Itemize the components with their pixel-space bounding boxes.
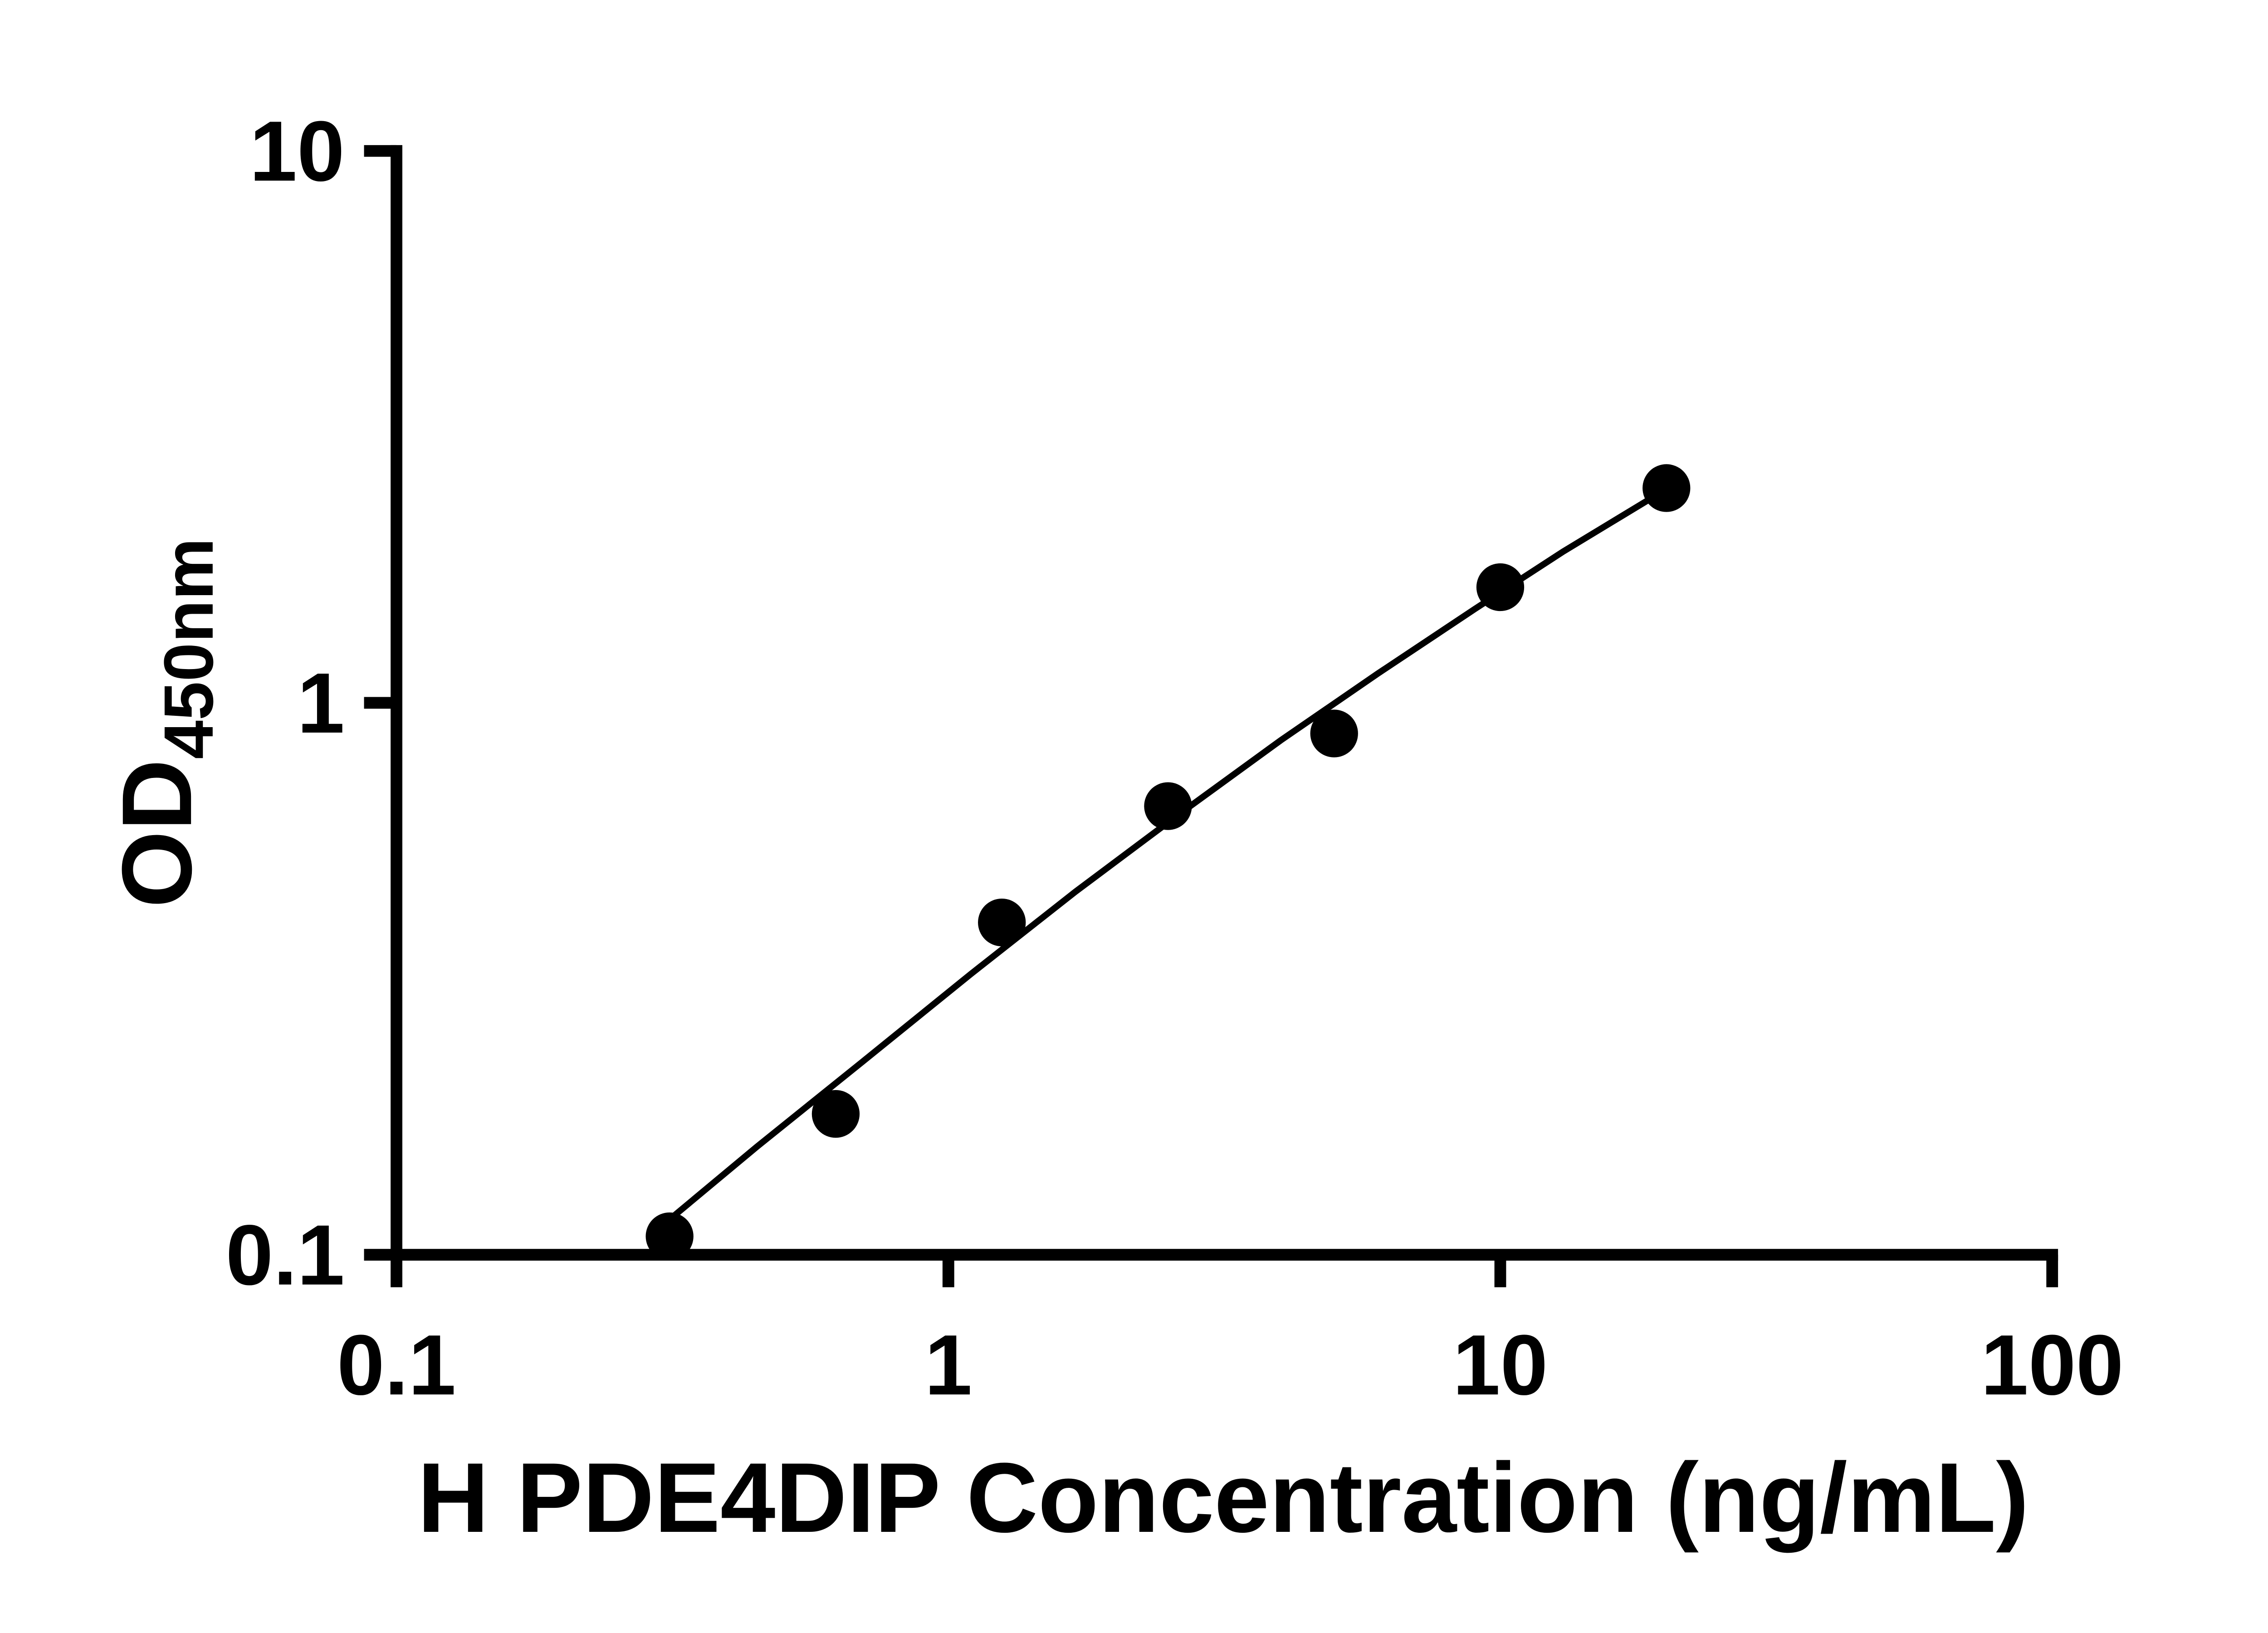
x-tick-label: 100 — [1981, 1317, 2124, 1413]
data-point — [1310, 709, 1358, 758]
x-axis-title: H PDE4DIP Concentration (ng/mL) — [417, 1442, 2029, 1553]
y-axis-title: OD450nm — [102, 538, 228, 908]
data-point — [1144, 782, 1192, 830]
data-point — [811, 1090, 860, 1138]
data-point — [1642, 464, 1691, 512]
data-point — [645, 1212, 694, 1261]
x-tick-label: 10 — [1453, 1317, 1548, 1413]
data-point — [978, 898, 1026, 947]
axes-frame — [391, 145, 2058, 1261]
x-tick-label: 0.1 — [337, 1317, 456, 1413]
y-tick-label: 0.1 — [226, 1207, 345, 1303]
y-axis-title-main: OD — [102, 759, 212, 908]
y-axis-title-subscript: 450nm — [150, 538, 228, 759]
x-tick-label: 1 — [924, 1317, 972, 1413]
data-point — [1476, 563, 1525, 611]
y-tick-label: 1 — [297, 655, 345, 751]
y-tick-label: 10 — [249, 103, 345, 199]
